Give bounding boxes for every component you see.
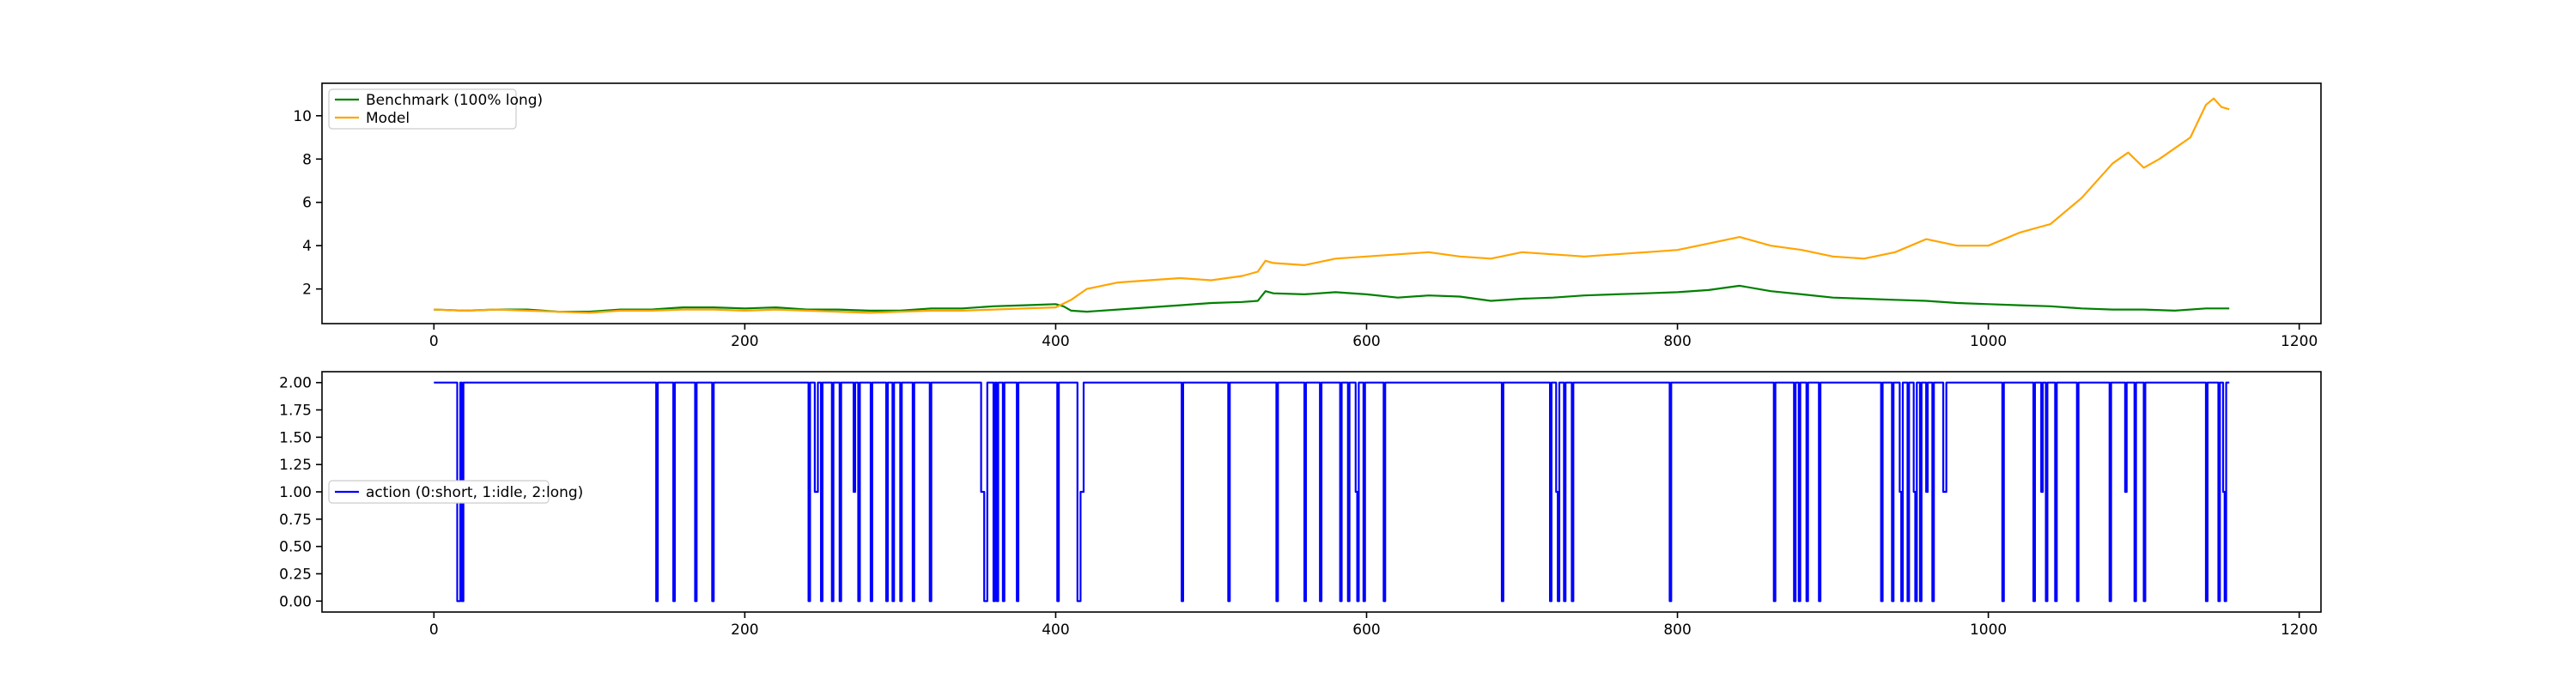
y-tick-label: 8: [302, 151, 312, 168]
series-line-benchmark-100-long: [434, 284, 2230, 313]
y-tick-label: 6: [302, 195, 312, 212]
y-tick-label: 4: [302, 238, 312, 255]
top-legend: Benchmark (100% long) Model: [328, 88, 543, 130]
legend-label-model: Model: [366, 110, 410, 127]
x-tick-label: 1200: [2281, 621, 2318, 639]
top-legend-box: [328, 88, 517, 130]
series-line-action-0-short-1-idle-2-long: [434, 381, 2230, 603]
top-axes: 0 200 400 600 800 1000 1200 2 4 6 8 10 Benchmark (1…: [293, 82, 2322, 350]
top-axes-series: [434, 97, 2230, 314]
bottom-axes-series: [434, 381, 2230, 603]
y-tick-label: 1.75: [279, 403, 312, 420]
y-tick-label: 1.00: [279, 484, 312, 501]
series-line-model: [434, 97, 2230, 314]
x-tick-label: 1000: [1970, 333, 2007, 350]
x-tick-label: 200: [731, 621, 758, 639]
y-tick-label: 2: [302, 282, 312, 299]
bottom-legend: action (0:short, 1:idle, 2:long): [328, 480, 583, 504]
y-tick-label: 1.50: [279, 429, 312, 446]
top-axes-ticks: 0 200 400 600 800 1000 1200 2 4 6 8 10: [293, 108, 2318, 350]
y-tick-label: 0.50: [279, 539, 312, 556]
x-tick-label: 0: [429, 333, 439, 350]
x-tick-label: 200: [731, 333, 758, 350]
bottom-legend-box: [328, 480, 550, 504]
x-tick-label: 800: [1663, 621, 1691, 639]
x-tick-label: 400: [1042, 333, 1069, 350]
y-tick-label: 10: [293, 108, 312, 125]
x-tick-label: 0: [429, 621, 439, 639]
legend-label-benchmark: Benchmark (100% long): [366, 92, 543, 109]
x-tick-label: 600: [1352, 621, 1380, 639]
legend-label-action: action (0:short, 1:idle, 2:long): [366, 484, 583, 501]
x-tick-label: 1000: [1970, 621, 2007, 639]
x-tick-label: 1200: [2281, 333, 2318, 350]
x-tick-label: 800: [1663, 333, 1691, 350]
x-tick-label: 600: [1352, 333, 1380, 350]
y-tick-label: 1.25: [279, 457, 312, 474]
x-tick-label: 400: [1042, 621, 1069, 639]
top-axes-frame: [321, 82, 2322, 324]
y-tick-label: 0.00: [279, 593, 312, 610]
y-tick-label: 0.25: [279, 566, 312, 583]
bottom-axes-ticks: 0 200 400 600 800 1000 1200 0.00 0.25 0.50 0.75 1.0…: [279, 375, 2318, 639]
bottom-axes: 0 200 400 600 800 1000 1200 0.00 0.25 0.50 0.75 1.0…: [279, 371, 2322, 639]
y-tick-label: 2.00: [279, 375, 312, 392]
y-tick-label: 0.75: [279, 512, 312, 529]
